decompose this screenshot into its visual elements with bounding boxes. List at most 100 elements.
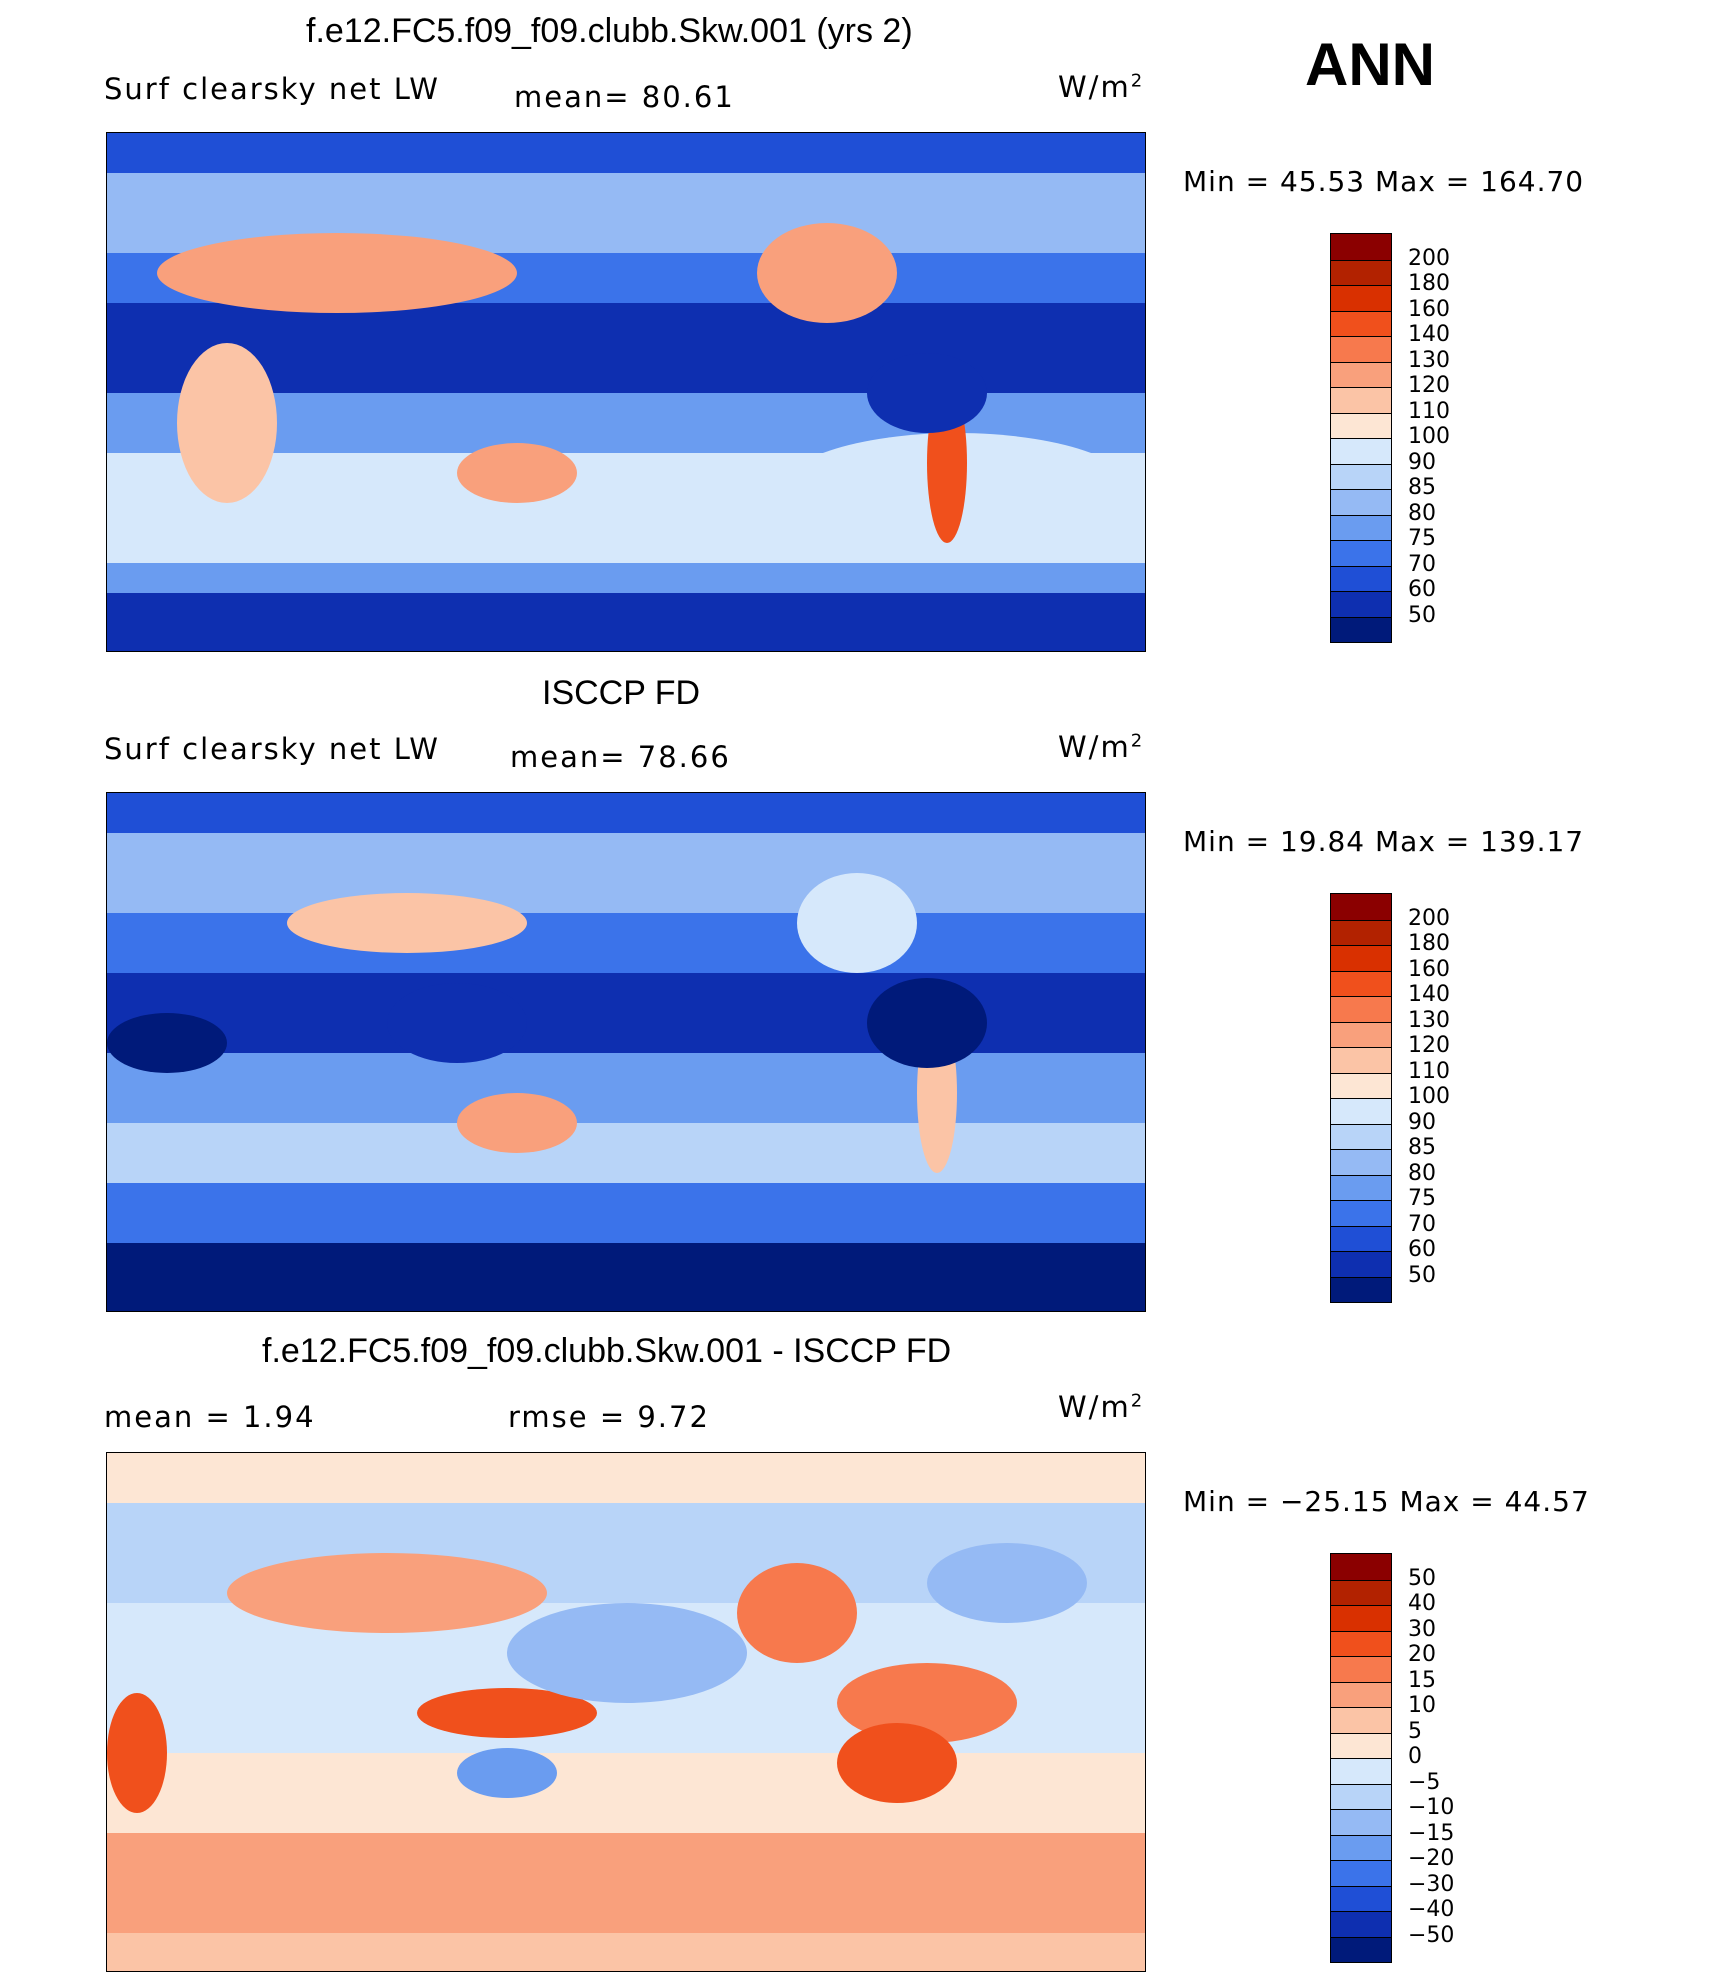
panel-1-mean: mean= 80.61 (514, 80, 735, 114)
panel-2-units: W/m2 (1058, 730, 1145, 764)
colorbar-tick-label: 160 (1408, 296, 1450, 322)
colorbar-swatch (1331, 1707, 1391, 1733)
colorbar-swatch (1331, 1200, 1391, 1226)
colorbar-tick-label: 130 (1408, 1007, 1450, 1033)
panel-3-rmse: rmse = 9.72 (508, 1400, 710, 1434)
colorbar-tick-label: 40 (1408, 1591, 1436, 1616)
colorbar-swatch (1331, 616, 1391, 642)
panel-3-mean: mean = 1.94 (104, 1400, 316, 1434)
colorbar-swatch (1331, 1149, 1391, 1175)
colorbar-tick-label: 85 (1408, 1135, 1436, 1160)
colorbar-tick-label: 180 (1408, 931, 1450, 956)
colorbar-swatch (1331, 996, 1391, 1022)
colorbar-swatch (1331, 1098, 1391, 1124)
colorbar-tick-label: 180 (1408, 271, 1450, 296)
colorbar-tick-label: 50 (1408, 602, 1436, 628)
colorbar-swatch (1331, 1911, 1391, 1937)
panel-1-minmax: Min = 45.53 Max = 164.70 (1183, 165, 1585, 198)
colorbar-swatch (1331, 412, 1391, 438)
colorbar-swatch (1331, 387, 1391, 413)
colorbar-swatch (1331, 1783, 1391, 1809)
colorbar-tick-label: 85 (1408, 475, 1436, 500)
colorbar-tick-label: 30 (1408, 1616, 1436, 1642)
colorbar-tick-label: 70 (1408, 551, 1436, 577)
colorbar-tick-label: 100 (1408, 1084, 1450, 1109)
colorbar-swatch (1331, 1276, 1391, 1302)
colorbar-tick-label: 50 (1408, 1262, 1436, 1288)
panel-1-colorbar (1330, 233, 1392, 643)
colorbar-tick-label: 15 (1408, 1667, 1436, 1693)
colorbar-tick-label: 140 (1408, 322, 1450, 347)
colorbar-tick-label: 90 (1408, 449, 1436, 475)
colorbar-swatch (1331, 1072, 1391, 1098)
colorbar-tick-label: −30 (1408, 1871, 1455, 1897)
colorbar-swatch (1331, 1809, 1391, 1835)
panel-2-map (106, 792, 1146, 1312)
panel-2-title: ISCCP FD (542, 674, 701, 712)
colorbar-tick-label: 130 (1408, 347, 1450, 373)
colorbar-swatch (1331, 463, 1391, 489)
colorbar-tick-label: 5 (1408, 1718, 1422, 1744)
panel-3-units: W/m2 (1058, 1390, 1145, 1424)
colorbar-swatch (1331, 361, 1391, 387)
colorbar-swatch (1331, 1834, 1391, 1860)
colorbar-tick-label: 100 (1408, 424, 1450, 449)
panel-2-colorbar (1330, 893, 1392, 1303)
season-label: ANN (1305, 31, 1435, 98)
colorbar-swatch (1331, 1681, 1391, 1707)
colorbar-tick-label: 80 (1408, 1160, 1436, 1186)
colorbar-swatch (1331, 1225, 1391, 1251)
colorbar-tick-label: −15 (1408, 1820, 1455, 1846)
colorbar-swatch (1331, 438, 1391, 464)
colorbar-swatch (1331, 1554, 1391, 1580)
colorbar-swatch (1331, 591, 1391, 617)
colorbar-swatch (1331, 1656, 1391, 1682)
colorbar-swatch (1331, 1630, 1391, 1656)
colorbar-tick-label: 90 (1408, 1109, 1436, 1135)
panel-3-colorbar (1330, 1553, 1392, 1963)
colorbar-swatch (1331, 540, 1391, 566)
colorbar-tick-label: 60 (1408, 1237, 1436, 1262)
colorbar-swatch (1331, 970, 1391, 996)
colorbar-swatch (1331, 894, 1391, 920)
colorbar-tick-label: 20 (1408, 1642, 1436, 1667)
colorbar-swatch (1331, 285, 1391, 311)
colorbar-swatch (1331, 1860, 1391, 1886)
colorbar-swatch (1331, 259, 1391, 285)
colorbar-tick-label: 110 (1408, 1058, 1450, 1084)
colorbar-swatch (1331, 336, 1391, 362)
colorbar-tick-label: 75 (1408, 1186, 1436, 1211)
colorbar-swatch (1331, 1936, 1391, 1962)
colorbar-swatch (1331, 945, 1391, 971)
colorbar-swatch (1331, 1885, 1391, 1911)
panel-3-map (106, 1452, 1146, 1972)
panel-2-variable-label: Surf clearsky net LW (104, 732, 440, 766)
colorbar-swatch (1331, 919, 1391, 945)
colorbar-swatch (1331, 1174, 1391, 1200)
panel-2-minmax: Min = 19.84 Max = 139.17 (1183, 825, 1585, 858)
colorbar-tick-label: 50 (1408, 1565, 1436, 1591)
colorbar-tick-label: 80 (1408, 500, 1436, 526)
colorbar-swatch (1331, 514, 1391, 540)
panel-3-title: f.e12.FC5.f09_f09.clubb.Skw.001 - ISCCP … (262, 1332, 952, 1370)
colorbar-tick-label: −5 (1408, 1769, 1441, 1795)
colorbar-swatch (1331, 1021, 1391, 1047)
panel-2-mean: mean= 78.66 (510, 740, 731, 774)
colorbar-swatch (1331, 1047, 1391, 1073)
colorbar-swatch (1331, 1732, 1391, 1758)
colorbar-swatch (1331, 1251, 1391, 1277)
colorbar-swatch (1331, 310, 1391, 336)
colorbar-tick-label: 0 (1408, 1744, 1422, 1769)
colorbar-tick-label: 160 (1408, 956, 1450, 982)
colorbar-tick-label: −40 (1408, 1897, 1455, 1922)
colorbar-swatch (1331, 234, 1391, 260)
colorbar-tick-label: −20 (1408, 1846, 1455, 1871)
colorbar-tick-label: 70 (1408, 1211, 1436, 1237)
colorbar-tick-label: −50 (1408, 1922, 1455, 1948)
colorbar-tick-label: 110 (1408, 398, 1450, 424)
panel-1-units: W/m2 (1058, 70, 1145, 104)
colorbar-swatch (1331, 489, 1391, 515)
colorbar-tick-label: 120 (1408, 373, 1450, 398)
colorbar-tick-label: 10 (1408, 1693, 1436, 1718)
colorbar-tick-label: 60 (1408, 577, 1436, 602)
